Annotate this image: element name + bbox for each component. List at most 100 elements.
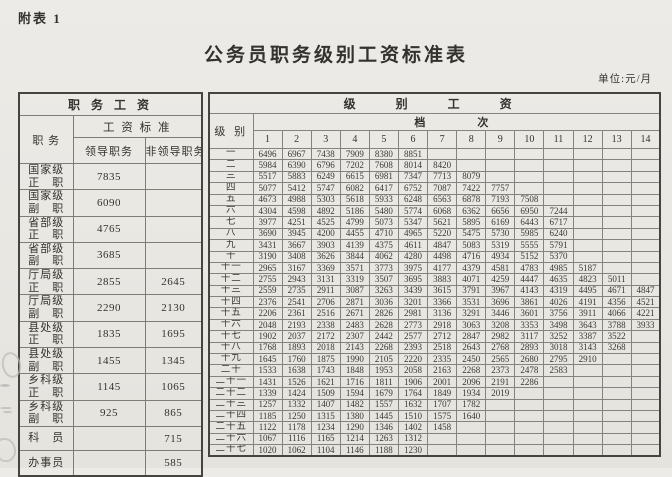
grade-salary-cell: 2965 bbox=[252, 261, 283, 275]
grade-salary-cell: 6068 bbox=[427, 204, 458, 218]
nonleader-salary-value: 585 bbox=[144, 450, 203, 476]
grade-salary-cell: 6249 bbox=[310, 170, 341, 184]
grade-salary-cell bbox=[485, 432, 516, 446]
scan-artifact bbox=[0, 384, 10, 387]
grade-salary-cell bbox=[514, 421, 545, 434]
grade-salary-cell: 3263 bbox=[368, 284, 399, 298]
grade-salary-cell: 4611 bbox=[397, 239, 429, 252]
grade-salary-cell: 8851 bbox=[397, 147, 429, 161]
grade-salary-cell: 3268 bbox=[601, 341, 632, 355]
grade-label: 十一 bbox=[208, 261, 254, 275]
grade-salary-cell: 4062 bbox=[368, 250, 399, 263]
grade-label: 十五 bbox=[208, 307, 254, 320]
grade-salary-cell: 1214 bbox=[339, 432, 370, 446]
leader-salary-value: 1145 bbox=[72, 373, 146, 401]
grade-salary-cell: 3773 bbox=[368, 261, 399, 275]
grade-row: 二十六 1067 1116 1165 1214 1263 1312 bbox=[208, 432, 661, 446]
grade-table-header-row: 级 别 档 次 bbox=[208, 113, 661, 149]
nonleader-column-header: 非领导职务 bbox=[144, 137, 203, 164]
grade-salary-cell bbox=[543, 170, 574, 184]
leader-salary-value: 2855 bbox=[72, 268, 146, 296]
grade-salary-cell: 1020 bbox=[252, 444, 283, 457]
grade-salary-cell: 3366 bbox=[427, 296, 458, 309]
grade-salary-cell: 1250 bbox=[281, 409, 312, 423]
grade-salary-cell: 2019 bbox=[485, 387, 516, 400]
grade-salary-cell: 8014 bbox=[397, 159, 429, 172]
grade-salary-cell bbox=[485, 170, 516, 184]
grade-salary-cell bbox=[485, 147, 516, 161]
grade-salary-cell: 5984 bbox=[252, 159, 283, 172]
grade-salary-cell: 3601 bbox=[514, 307, 545, 320]
step-column-header: 12 bbox=[572, 130, 603, 149]
grade-salary-cell: 1431 bbox=[252, 375, 283, 389]
grade-salary-cell: 4495 bbox=[572, 284, 603, 298]
grade-salary-cell: 4356 bbox=[601, 296, 632, 309]
grade-row: 二十一 1431 1526 1621 1716 1811 1906 2001 2096 2191 2… bbox=[208, 375, 661, 389]
grade-salary-cell bbox=[630, 375, 661, 389]
grade-salary-cell: 3667 bbox=[281, 239, 312, 252]
grade-salary-cell: 3690 bbox=[252, 227, 283, 241]
grade-salary-cell: 4635 bbox=[543, 273, 574, 286]
grade-salary-cell: 4259 bbox=[485, 273, 516, 286]
nonleader-salary-value: 2645 bbox=[144, 268, 203, 296]
leader-salary-value: 7835 bbox=[72, 162, 146, 191]
grade-salary-cell: 4521 bbox=[630, 296, 661, 309]
grade-salary-cell: 1178 bbox=[281, 421, 312, 434]
grade-salary-cell: 5517 bbox=[252, 170, 283, 184]
step-group-header: 档 次 bbox=[252, 113, 661, 131]
grade-salary-cell: 6563 bbox=[427, 193, 458, 206]
step-column-header: 3 bbox=[310, 130, 341, 149]
grade-salary-cell: 1953 bbox=[368, 364, 399, 377]
grade-salary-cell bbox=[601, 432, 632, 446]
grade-salary-cell: 6950 bbox=[514, 204, 545, 218]
grade-salary-cell: 1716 bbox=[339, 375, 370, 389]
grade-salary-cell: 3967 bbox=[485, 284, 516, 298]
grade-salary-cell: 2307 bbox=[339, 330, 370, 343]
grade-salary-cell: 1402 bbox=[397, 421, 429, 434]
grade-row: 二十三 1257 1332 1407 1482 1557 1632 1707 1782 bbox=[208, 398, 661, 412]
grade-salary-cell bbox=[572, 409, 603, 423]
grade-salary-cell: 7202 bbox=[339, 159, 370, 172]
grade-salary-cell: 1424 bbox=[281, 387, 312, 400]
grade-salary-cell: 1760 bbox=[281, 353, 312, 366]
grade-salary-cell: 2516 bbox=[310, 307, 341, 320]
grade-salary-cell: 2096 bbox=[456, 375, 487, 389]
grade-salary-cell: 7713 bbox=[427, 170, 458, 184]
grade-salary-cell bbox=[572, 204, 603, 218]
position-row: 国家级副 职 6090 bbox=[18, 189, 203, 217]
grade-salary-cell: 2981 bbox=[397, 307, 429, 320]
grade-salary-cell: 3883 bbox=[427, 273, 458, 286]
grade-salary-cell bbox=[601, 409, 632, 423]
grade-salary-cell: 4319 bbox=[543, 284, 574, 298]
grade-salary-cell: 4251 bbox=[281, 216, 312, 229]
nonleader-salary-value: 715 bbox=[144, 425, 203, 452]
leader-salary-value: 3685 bbox=[72, 241, 146, 270]
grade-salary-cell: 6390 bbox=[281, 159, 312, 172]
grade-salary-cell: 1332 bbox=[281, 398, 312, 412]
grade-salary-cell: 5303 bbox=[310, 193, 341, 206]
grade-salary-cell: 5618 bbox=[339, 193, 370, 206]
nonleader-salary-value: 1345 bbox=[144, 346, 203, 375]
grade-salary-cell: 4710 bbox=[368, 227, 399, 241]
grade-salary-cell: 1526 bbox=[281, 375, 312, 389]
grade-salary-cell: 3291 bbox=[456, 307, 487, 320]
grade-salary-cell: 1875 bbox=[310, 353, 341, 366]
grade-salary-cell: 2773 bbox=[397, 318, 429, 332]
grade-salary-cell: 5083 bbox=[456, 239, 487, 252]
grade-salary-cell: 5073 bbox=[368, 216, 399, 229]
grade-salary-cell bbox=[601, 216, 632, 229]
grade-salary-cell: 2910 bbox=[572, 353, 603, 366]
grade-salary-cell: 3756 bbox=[543, 307, 574, 320]
grade-salary-cell: 3208 bbox=[485, 318, 516, 332]
grade-salary-cell bbox=[514, 387, 545, 400]
nonleader-salary-value bbox=[144, 241, 203, 270]
grade-salary-cell: 2206 bbox=[252, 307, 283, 320]
position-name: 厅局级正 职 bbox=[18, 268, 74, 296]
grade-row: 二十五 1122 1178 1234 1290 1346 1402 1458 bbox=[208, 421, 661, 434]
position-row: 省部级副 职 3685 bbox=[18, 241, 203, 270]
grade-salary-cell bbox=[630, 364, 661, 377]
grade-salary-cell bbox=[543, 421, 574, 434]
grade-label: 十二 bbox=[208, 273, 254, 286]
grade-salary-cell bbox=[630, 193, 661, 206]
grade-salary-cell: 2442 bbox=[368, 330, 399, 343]
